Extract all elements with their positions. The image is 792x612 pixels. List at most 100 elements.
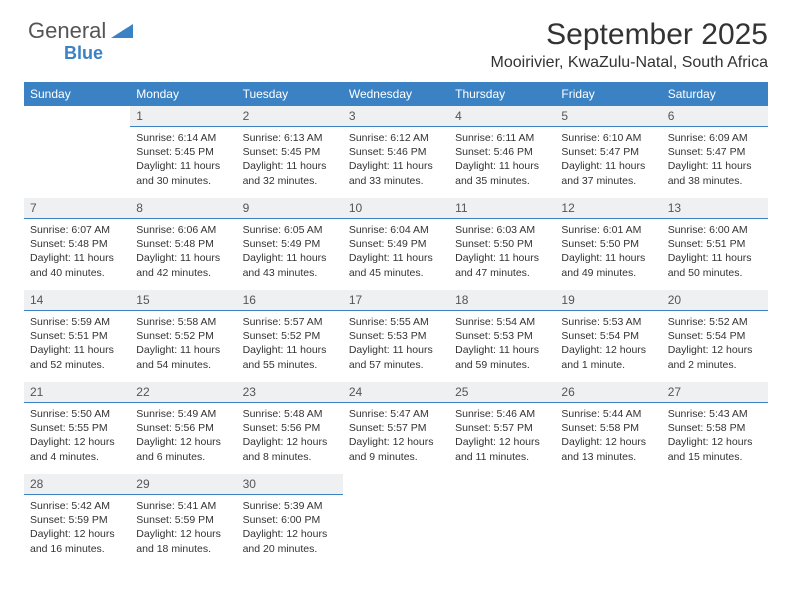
sunrise-text: Sunrise: 5:57 AM xyxy=(243,315,337,329)
sunrise-text: Sunrise: 6:14 AM xyxy=(136,131,230,145)
sunrise-text: Sunrise: 5:47 AM xyxy=(349,407,443,421)
sunrise-text: Sunrise: 5:49 AM xyxy=(136,407,230,421)
day-details: Sunrise: 6:00 AMSunset: 5:51 PMDaylight:… xyxy=(662,219,768,286)
day-number: 5 xyxy=(555,106,661,127)
calendar-header-row: SundayMondayTuesdayWednesdayThursdayFrid… xyxy=(24,82,768,106)
daylight-text-2: and 33 minutes. xyxy=(349,174,443,188)
sunset-text: Sunset: 5:48 PM xyxy=(30,237,124,251)
daylight-text-2: and 52 minutes. xyxy=(30,358,124,372)
month-title: September 2025 xyxy=(24,18,768,52)
sunset-text: Sunset: 5:59 PM xyxy=(30,513,124,527)
day-number: 26 xyxy=(555,382,661,403)
daylight-text-1: Daylight: 11 hours xyxy=(243,251,337,265)
calendar-table: SundayMondayTuesdayWednesdayThursdayFrid… xyxy=(24,82,768,566)
daylight-text-1: Daylight: 11 hours xyxy=(668,159,762,173)
daylight-text-2: and 49 minutes. xyxy=(561,266,655,280)
calendar-day-cell: 8Sunrise: 6:06 AMSunset: 5:48 PMDaylight… xyxy=(130,198,236,290)
sunrise-text: Sunrise: 6:13 AM xyxy=(243,131,337,145)
calendar-day-cell: 16Sunrise: 5:57 AMSunset: 5:52 PMDayligh… xyxy=(237,290,343,382)
weekday-header: Friday xyxy=(555,82,661,106)
daylight-text-2: and 38 minutes. xyxy=(668,174,762,188)
day-details: Sunrise: 5:54 AMSunset: 5:53 PMDaylight:… xyxy=(449,311,555,378)
calendar-day-cell: 27Sunrise: 5:43 AMSunset: 5:58 PMDayligh… xyxy=(662,382,768,474)
daylight-text-1: Daylight: 12 hours xyxy=(455,435,549,449)
day-number: 25 xyxy=(449,382,555,403)
sunrise-text: Sunrise: 5:43 AM xyxy=(668,407,762,421)
calendar-day-cell: 14Sunrise: 5:59 AMSunset: 5:51 PMDayligh… xyxy=(24,290,130,382)
day-details: Sunrise: 5:47 AMSunset: 5:57 PMDaylight:… xyxy=(343,403,449,470)
logo-word1: General xyxy=(28,18,106,43)
daylight-text-1: Daylight: 12 hours xyxy=(243,435,337,449)
daylight-text-2: and 37 minutes. xyxy=(561,174,655,188)
logo-word2: Blue xyxy=(64,43,133,64)
day-details: Sunrise: 5:50 AMSunset: 5:55 PMDaylight:… xyxy=(24,403,130,470)
calendar-day-cell: 11Sunrise: 6:03 AMSunset: 5:50 PMDayligh… xyxy=(449,198,555,290)
sunset-text: Sunset: 5:51 PM xyxy=(668,237,762,251)
calendar-day-cell: 19Sunrise: 5:53 AMSunset: 5:54 PMDayligh… xyxy=(555,290,661,382)
sunrise-text: Sunrise: 5:52 AM xyxy=(668,315,762,329)
daylight-text-2: and 16 minutes. xyxy=(30,542,124,556)
calendar-week-row: 28Sunrise: 5:42 AMSunset: 5:59 PMDayligh… xyxy=(24,474,768,566)
day-details: Sunrise: 5:55 AMSunset: 5:53 PMDaylight:… xyxy=(343,311,449,378)
day-details: Sunrise: 6:11 AMSunset: 5:46 PMDaylight:… xyxy=(449,127,555,194)
sunrise-text: Sunrise: 5:54 AM xyxy=(455,315,549,329)
day-details: Sunrise: 6:05 AMSunset: 5:49 PMDaylight:… xyxy=(237,219,343,286)
daylight-text-2: and 2 minutes. xyxy=(668,358,762,372)
sunrise-text: Sunrise: 5:42 AM xyxy=(30,499,124,513)
calendar-day-cell: 4Sunrise: 6:11 AMSunset: 5:46 PMDaylight… xyxy=(449,106,555,198)
sunset-text: Sunset: 5:53 PM xyxy=(349,329,443,343)
daylight-text-1: Daylight: 11 hours xyxy=(136,159,230,173)
calendar-week-row: 7Sunrise: 6:07 AMSunset: 5:48 PMDaylight… xyxy=(24,198,768,290)
day-number: 16 xyxy=(237,290,343,311)
daylight-text-1: Daylight: 12 hours xyxy=(349,435,443,449)
daylight-text-1: Daylight: 12 hours xyxy=(561,435,655,449)
calendar-empty-cell xyxy=(662,474,768,566)
daylight-text-1: Daylight: 11 hours xyxy=(455,343,549,357)
day-number: 12 xyxy=(555,198,661,219)
sunset-text: Sunset: 5:54 PM xyxy=(668,329,762,343)
weekday-header: Wednesday xyxy=(343,82,449,106)
day-number: 9 xyxy=(237,198,343,219)
daylight-text-2: and 20 minutes. xyxy=(243,542,337,556)
daylight-text-2: and 9 minutes. xyxy=(349,450,443,464)
calendar-day-cell: 29Sunrise: 5:41 AMSunset: 5:59 PMDayligh… xyxy=(130,474,236,566)
daylight-text-1: Daylight: 12 hours xyxy=(136,435,230,449)
day-number: 2 xyxy=(237,106,343,127)
sunset-text: Sunset: 5:54 PM xyxy=(561,329,655,343)
sunset-text: Sunset: 5:49 PM xyxy=(349,237,443,251)
sunset-text: Sunset: 5:57 PM xyxy=(455,421,549,435)
daylight-text-1: Daylight: 11 hours xyxy=(561,159,655,173)
day-number: 10 xyxy=(343,198,449,219)
daylight-text-2: and 43 minutes. xyxy=(243,266,337,280)
day-details: Sunrise: 5:53 AMSunset: 5:54 PMDaylight:… xyxy=(555,311,661,378)
daylight-text-1: Daylight: 11 hours xyxy=(30,343,124,357)
daylight-text-2: and 11 minutes. xyxy=(455,450,549,464)
sunset-text: Sunset: 5:53 PM xyxy=(455,329,549,343)
day-number: 22 xyxy=(130,382,236,403)
daylight-text-2: and 4 minutes. xyxy=(30,450,124,464)
calendar-day-cell: 2Sunrise: 6:13 AMSunset: 5:45 PMDaylight… xyxy=(237,106,343,198)
day-details: Sunrise: 6:06 AMSunset: 5:48 PMDaylight:… xyxy=(130,219,236,286)
sunset-text: Sunset: 5:58 PM xyxy=(561,421,655,435)
sunrise-text: Sunrise: 5:59 AM xyxy=(30,315,124,329)
day-number: 23 xyxy=(237,382,343,403)
calendar-day-cell: 30Sunrise: 5:39 AMSunset: 6:00 PMDayligh… xyxy=(237,474,343,566)
daylight-text-1: Daylight: 11 hours xyxy=(349,251,443,265)
calendar-day-cell: 22Sunrise: 5:49 AMSunset: 5:56 PMDayligh… xyxy=(130,382,236,474)
sunset-text: Sunset: 5:56 PM xyxy=(243,421,337,435)
daylight-text-1: Daylight: 11 hours xyxy=(455,251,549,265)
sunset-text: Sunset: 5:51 PM xyxy=(30,329,124,343)
daylight-text-1: Daylight: 12 hours xyxy=(30,527,124,541)
daylight-text-2: and 42 minutes. xyxy=(136,266,230,280)
sunrise-text: Sunrise: 6:04 AM xyxy=(349,223,443,237)
calendar-empty-cell xyxy=(343,474,449,566)
day-details: Sunrise: 5:41 AMSunset: 5:59 PMDaylight:… xyxy=(130,495,236,562)
sunset-text: Sunset: 5:45 PM xyxy=(136,145,230,159)
daylight-text-2: and 35 minutes. xyxy=(455,174,549,188)
sunset-text: Sunset: 5:46 PM xyxy=(349,145,443,159)
location-label: Mooirivier, KwaZulu-Natal, South Africa xyxy=(24,54,768,72)
day-details: Sunrise: 6:01 AMSunset: 5:50 PMDaylight:… xyxy=(555,219,661,286)
day-number: 11 xyxy=(449,198,555,219)
daylight-text-2: and 15 minutes. xyxy=(668,450,762,464)
day-number: 24 xyxy=(343,382,449,403)
